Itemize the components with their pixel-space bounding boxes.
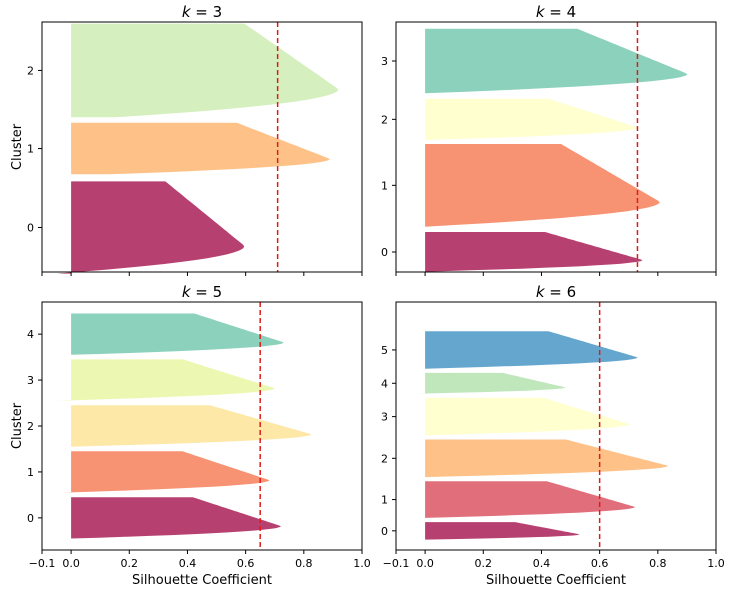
panel-title: k = 5: [182, 283, 222, 301]
title-k-value: 3: [213, 3, 223, 21]
y-axis-label: Cluster: [10, 402, 25, 449]
y-tick-label: 5: [381, 344, 388, 357]
y-tick-label: 2: [381, 452, 388, 465]
x-tick-label: 0.8: [295, 557, 313, 570]
y-tick-label: 3: [27, 374, 34, 387]
panel-k4: 0 1 2 3 k = 4: [381, 3, 717, 276]
cluster-2-silhouette: [71, 405, 312, 447]
cluster-1-silhouette: [425, 144, 660, 227]
plot-frame: [395, 301, 717, 551]
x-tick-label: 1.0: [353, 557, 371, 570]
cluster-0-silhouette: [425, 522, 580, 540]
title-k-value: 5: [213, 283, 223, 301]
y-tick-label: 1: [381, 494, 388, 507]
cluster-0-silhouette: [56, 181, 245, 274]
x-tick-label: −0.1: [29, 557, 56, 570]
cluster-4-silhouette: [416, 372, 566, 394]
cluster-2-silhouette: [425, 439, 669, 478]
panel-title: k = 4: [536, 3, 576, 21]
cluster-3-silhouette: [56, 359, 275, 401]
x-tick-label: 0.2: [121, 557, 139, 570]
plot-frame: [41, 21, 363, 273]
x-tick-label: 1.0: [707, 557, 725, 570]
y-tick-label: 1: [381, 179, 388, 192]
cluster-1-silhouette: [62, 451, 270, 493]
title-k-value: 6: [567, 283, 577, 301]
panel-k6: −0.1 0.0 0.2 0.4 0.6 0.8 1.0 0 1 2 3 4 5 k = 6 Silho…: [381, 283, 725, 588]
x-axis-label: Silhouette Coefficient: [132, 573, 272, 588]
cluster-0-silhouette: [410, 232, 643, 272]
panel-title: k = 6: [536, 283, 576, 301]
x-tick-label: 0.4: [533, 557, 551, 570]
y-tick-label: 0: [381, 246, 388, 259]
cluster-3-silhouette: [425, 28, 688, 94]
x-tick-label: 0.6: [591, 557, 609, 570]
x-tick-label: −0.1: [383, 557, 410, 570]
cluster-3-silhouette: [425, 397, 630, 436]
y-axis-label: Cluster: [10, 123, 25, 170]
panel-k5: −0.1 0.0 0.2 0.4 0.6 0.8 1.0 0 1 2 3 4 k = 5 Cluste…: [10, 283, 371, 588]
y-tick-label: 2: [381, 113, 388, 126]
cluster-0-silhouette: [71, 497, 281, 539]
y-tick-label: 2: [27, 64, 34, 77]
x-tick-label: 0.2: [475, 557, 493, 570]
y-tick-label: 3: [381, 55, 388, 68]
cluster-2-silhouette: [425, 98, 638, 140]
y-tick-label: 3: [381, 411, 388, 424]
plot-frame: [395, 21, 717, 273]
x-tick-label: 0.6: [237, 557, 255, 570]
y-tick-label: 4: [381, 377, 388, 390]
y-tick-label: 2: [27, 420, 34, 433]
panel-title: k = 3: [182, 3, 222, 21]
cluster-4-silhouette: [71, 313, 284, 355]
x-tick-label: 0.0: [416, 557, 434, 570]
y-tick-label: 0: [27, 221, 34, 234]
title-k-value: 4: [567, 3, 577, 21]
cluster-5-silhouette: [425, 331, 638, 369]
panel-k3: 0 1 2 k = 3 Cluster: [10, 3, 363, 276]
y-tick-label: 4: [27, 328, 34, 341]
cluster-1-silhouette: [71, 122, 330, 175]
cluster-1-silhouette: [425, 481, 635, 518]
x-tick-label: 0.0: [62, 557, 80, 570]
y-tick-label: 0: [381, 525, 388, 538]
y-tick-label: 1: [27, 466, 34, 479]
x-tick-label: 0.8: [649, 557, 667, 570]
cluster-2-silhouette: [71, 23, 339, 118]
y-tick-label: 0: [27, 512, 34, 525]
x-axis-label: Silhouette Coefficient: [486, 573, 626, 588]
x-tick-label: 0.4: [179, 557, 197, 570]
y-tick-label: 1: [27, 143, 34, 156]
